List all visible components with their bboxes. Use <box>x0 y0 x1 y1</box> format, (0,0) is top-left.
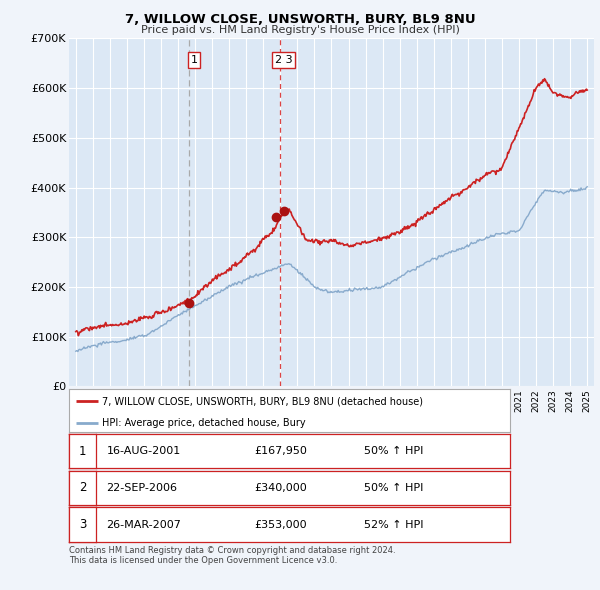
Text: 1: 1 <box>79 445 86 458</box>
Text: 3: 3 <box>79 518 86 531</box>
Text: Price paid vs. HM Land Registry's House Price Index (HPI): Price paid vs. HM Land Registry's House … <box>140 25 460 35</box>
Text: £167,950: £167,950 <box>254 447 307 456</box>
Text: Contains HM Land Registry data © Crown copyright and database right 2024.
This d: Contains HM Land Registry data © Crown c… <box>69 546 395 565</box>
Text: 16-AUG-2001: 16-AUG-2001 <box>106 447 181 456</box>
Text: 1: 1 <box>190 55 197 65</box>
Text: HPI: Average price, detached house, Bury: HPI: Average price, detached house, Bury <box>102 418 306 428</box>
Text: 22-SEP-2006: 22-SEP-2006 <box>106 483 178 493</box>
Text: 7, WILLOW CLOSE, UNSWORTH, BURY, BL9 8NU (detached house): 7, WILLOW CLOSE, UNSWORTH, BURY, BL9 8NU… <box>102 396 423 407</box>
Text: 50% ↑ HPI: 50% ↑ HPI <box>364 447 424 456</box>
Text: 50% ↑ HPI: 50% ↑ HPI <box>364 483 424 493</box>
Text: 2: 2 <box>79 481 86 494</box>
Text: 26-MAR-2007: 26-MAR-2007 <box>106 520 181 529</box>
Text: £340,000: £340,000 <box>254 483 307 493</box>
Text: 52% ↑ HPI: 52% ↑ HPI <box>364 520 424 529</box>
Text: 7, WILLOW CLOSE, UNSWORTH, BURY, BL9 8NU: 7, WILLOW CLOSE, UNSWORTH, BURY, BL9 8NU <box>125 13 475 26</box>
Text: £353,000: £353,000 <box>254 520 307 529</box>
Text: 2 3: 2 3 <box>275 55 292 65</box>
